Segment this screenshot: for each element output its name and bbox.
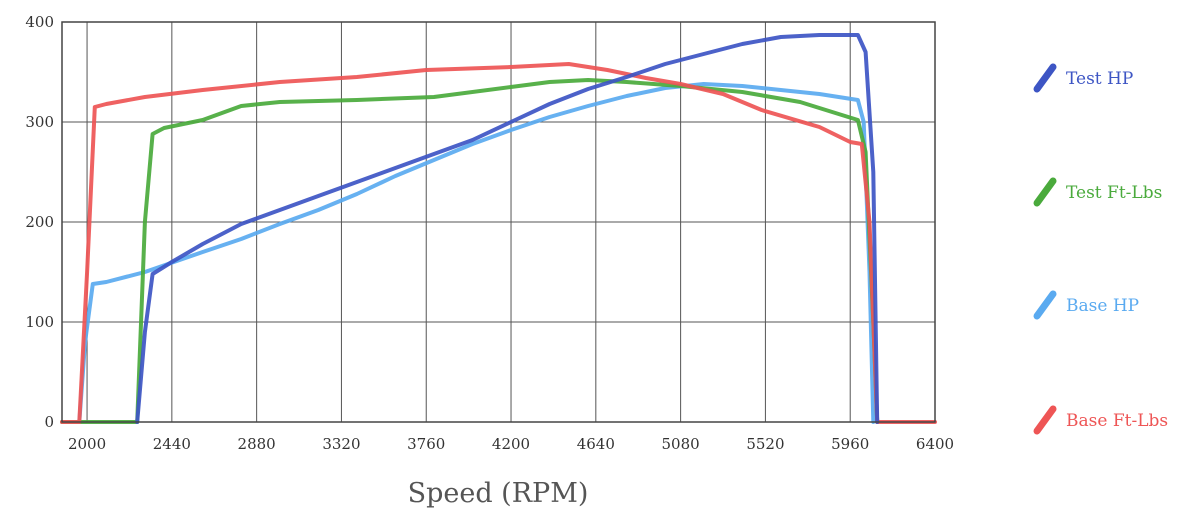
series-lines xyxy=(60,33,937,424)
legend-swatch-test-ft-lbs xyxy=(1033,177,1057,207)
legend-label-base-ft-lbs: Base Ft-Lbs xyxy=(1066,411,1168,431)
x-tick-label: 4200 xyxy=(492,435,530,453)
legend-label-test-ft-lbs: Test Ft-Lbs xyxy=(1066,183,1162,203)
y-tick-label: 200 xyxy=(25,213,54,231)
x-tick-label: 5080 xyxy=(662,435,700,453)
x-tick-label: 6400 xyxy=(916,435,954,453)
x-tick-label: 2440 xyxy=(153,435,191,453)
y-tick-label: 400 xyxy=(25,13,54,31)
y-tick-label: 300 xyxy=(25,113,54,131)
legend-swatch-base-ft-lbs xyxy=(1033,405,1057,435)
plot-frame xyxy=(61,21,936,423)
legend: Test HP Test Ft-Lbs Base HP Base Ft-Lbs xyxy=(1033,63,1168,435)
x-tick-label: 5520 xyxy=(746,435,784,453)
legend-label-base-hp: Base HP xyxy=(1066,296,1139,316)
x-tick-label: 4640 xyxy=(577,435,615,453)
tick-labels: 2000 2440 2880 3320 3760 4200 4640 5080 5520 5960… xyxy=(25,13,954,453)
x-tick-label: 5960 xyxy=(831,435,869,453)
x-tick-label: 2880 xyxy=(238,435,276,453)
series-line-test-hp xyxy=(135,33,880,424)
series-line-base-hp xyxy=(77,82,876,424)
y-tick-label: 100 xyxy=(25,313,54,331)
series-line-base-ft-lbs xyxy=(60,62,937,424)
x-tick-label: 3320 xyxy=(322,435,360,453)
y-tick-label: 0 xyxy=(44,413,54,431)
x-tick-label: 2000 xyxy=(68,435,106,453)
legend-swatch-test-hp xyxy=(1033,63,1057,93)
x-axis-title: Speed (RPM) xyxy=(408,478,589,509)
series-line-test-ft-lbs xyxy=(60,78,880,424)
legend-label-test-hp: Test HP xyxy=(1066,69,1133,89)
legend-swatch-base-hp xyxy=(1033,290,1057,320)
x-tick-label: 3760 xyxy=(407,435,445,453)
